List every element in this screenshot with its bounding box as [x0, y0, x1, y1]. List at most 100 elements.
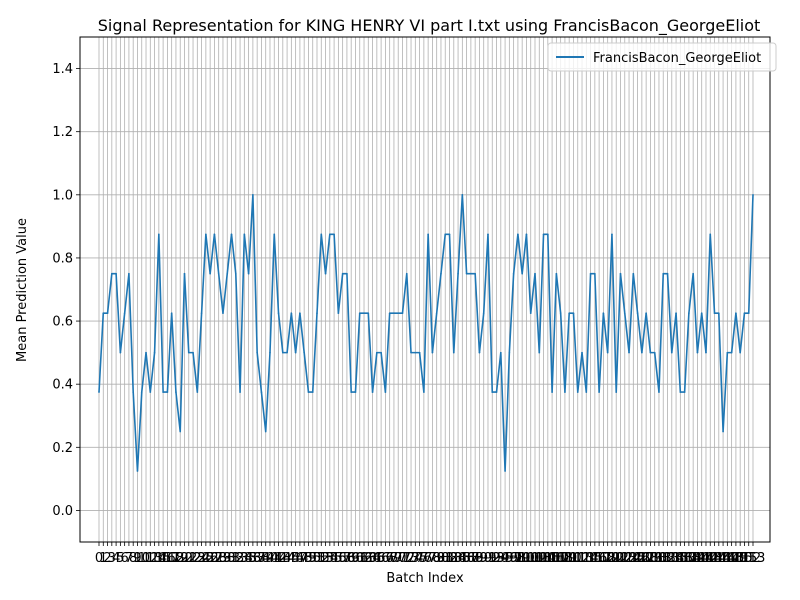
data-point	[140, 391, 143, 393]
x-tick-label: 103	[527, 551, 552, 566]
data-point	[474, 272, 476, 275]
x-tick-label: 123	[612, 551, 637, 566]
data-point	[179, 430, 182, 433]
data-point	[568, 312, 570, 314]
data-point	[452, 351, 455, 354]
x-tick-label: 54	[322, 551, 339, 566]
data-point	[547, 233, 549, 236]
data-point	[700, 312, 703, 314]
x-tick-label: 10	[133, 551, 150, 566]
data-point	[205, 233, 207, 236]
x-tick-label: 16	[159, 551, 176, 566]
data-point	[371, 391, 374, 393]
data-point	[111, 272, 113, 275]
x-tick-label: 136	[668, 551, 693, 566]
data-point	[337, 312, 340, 314]
data-point	[747, 312, 750, 314]
data-point	[239, 391, 241, 393]
x-tick-label: 1	[99, 551, 107, 566]
x-tick-label: 108	[548, 551, 573, 566]
x-tick-label: 29	[215, 551, 232, 566]
x-tick-label: 148	[719, 551, 744, 566]
x-tick-label: 38	[253, 551, 270, 566]
x-tick-label: 47	[292, 551, 309, 566]
x-axis-ticks: 0123456789101112131415161718192021222324…	[95, 542, 765, 566]
data-point	[529, 312, 532, 314]
x-tick-label: 13	[146, 551, 163, 566]
data-point	[457, 272, 459, 275]
data-point	[290, 312, 293, 314]
x-tick-label: 65	[369, 551, 386, 566]
data-point	[525, 233, 528, 236]
y-tick-label: 0.6	[52, 315, 73, 330]
x-tick-label: 3	[108, 551, 116, 566]
y-tick-label: 0.8	[52, 251, 73, 266]
legend-box	[547, 42, 777, 72]
data-point	[119, 351, 122, 354]
x-tick-label: 70	[390, 551, 407, 566]
x-tick-label: 51	[309, 551, 326, 566]
data-point	[500, 351, 502, 354]
data-point	[632, 272, 635, 275]
x-tick-label: 26	[202, 551, 219, 566]
data-point	[495, 391, 498, 393]
x-tick-label: 45	[283, 551, 300, 566]
data-point	[598, 391, 600, 393]
x-tick-label: 15	[155, 551, 172, 566]
x-tick-label: 86	[458, 551, 475, 566]
y-tick-label: 0.4	[52, 378, 73, 393]
data-point	[350, 391, 353, 393]
data-point	[405, 272, 408, 275]
x-tick-label: 28	[210, 551, 227, 566]
x-tick-label: 94	[493, 551, 510, 566]
x-tick-label: 112	[565, 551, 590, 566]
x-tick-label: 100	[514, 551, 539, 566]
data-point	[376, 351, 378, 354]
data-point	[311, 391, 314, 393]
data-point	[679, 391, 682, 393]
x-tick-label: 30	[219, 551, 236, 566]
data-point	[713, 312, 716, 314]
x-tick-label: 76	[416, 551, 433, 566]
data-point	[320, 233, 323, 236]
data-point	[735, 312, 737, 314]
x-tick-label: 144	[702, 551, 727, 566]
data-point	[636, 312, 639, 314]
x-tick-label: 11	[138, 551, 155, 566]
x-tick-label: 106	[540, 551, 565, 566]
x-tick-label: 57	[334, 551, 351, 566]
data-point	[222, 312, 224, 314]
x-tick-label: 81	[437, 551, 454, 566]
x-tick-label: 6	[121, 551, 129, 566]
x-tick-label: 69	[386, 551, 403, 566]
x-tick-label: 109	[553, 551, 578, 566]
data-point	[226, 272, 229, 275]
x-tick-label: 33	[232, 551, 249, 566]
data-point	[512, 272, 515, 275]
data-point	[410, 351, 412, 354]
data-point	[555, 272, 558, 275]
data-point	[175, 391, 177, 393]
data-point	[418, 351, 421, 354]
data-point	[427, 233, 429, 236]
x-tick-label: 59	[343, 551, 360, 566]
x-tick-label: 99	[514, 551, 531, 566]
x-axis-label: Batch Index	[386, 571, 464, 586]
x-tick-label: 138	[676, 551, 701, 566]
data-point	[564, 391, 566, 393]
data-point	[572, 312, 575, 314]
data-point	[696, 351, 699, 354]
plot-area: 0.00.20.40.60.81.01.21.4 012345678910111…	[52, 36, 771, 566]
x-tick-label: 140	[685, 551, 710, 566]
x-tick-label: 53	[317, 551, 334, 566]
data-point	[273, 233, 276, 236]
x-tick-label: 68	[381, 551, 398, 566]
data-point	[384, 391, 387, 393]
x-tick-label: 146	[711, 551, 736, 566]
x-tick-label: 111	[561, 551, 586, 566]
y-axis-ticks: 0.0 0.2 0.4 0.6 0.8 1.0 1.2 1.4	[52, 62, 80, 519]
data-point	[346, 272, 348, 275]
y-tick-label: 1.0	[52, 188, 73, 203]
x-tick-label: 147	[715, 551, 740, 566]
data-point	[504, 470, 506, 472]
